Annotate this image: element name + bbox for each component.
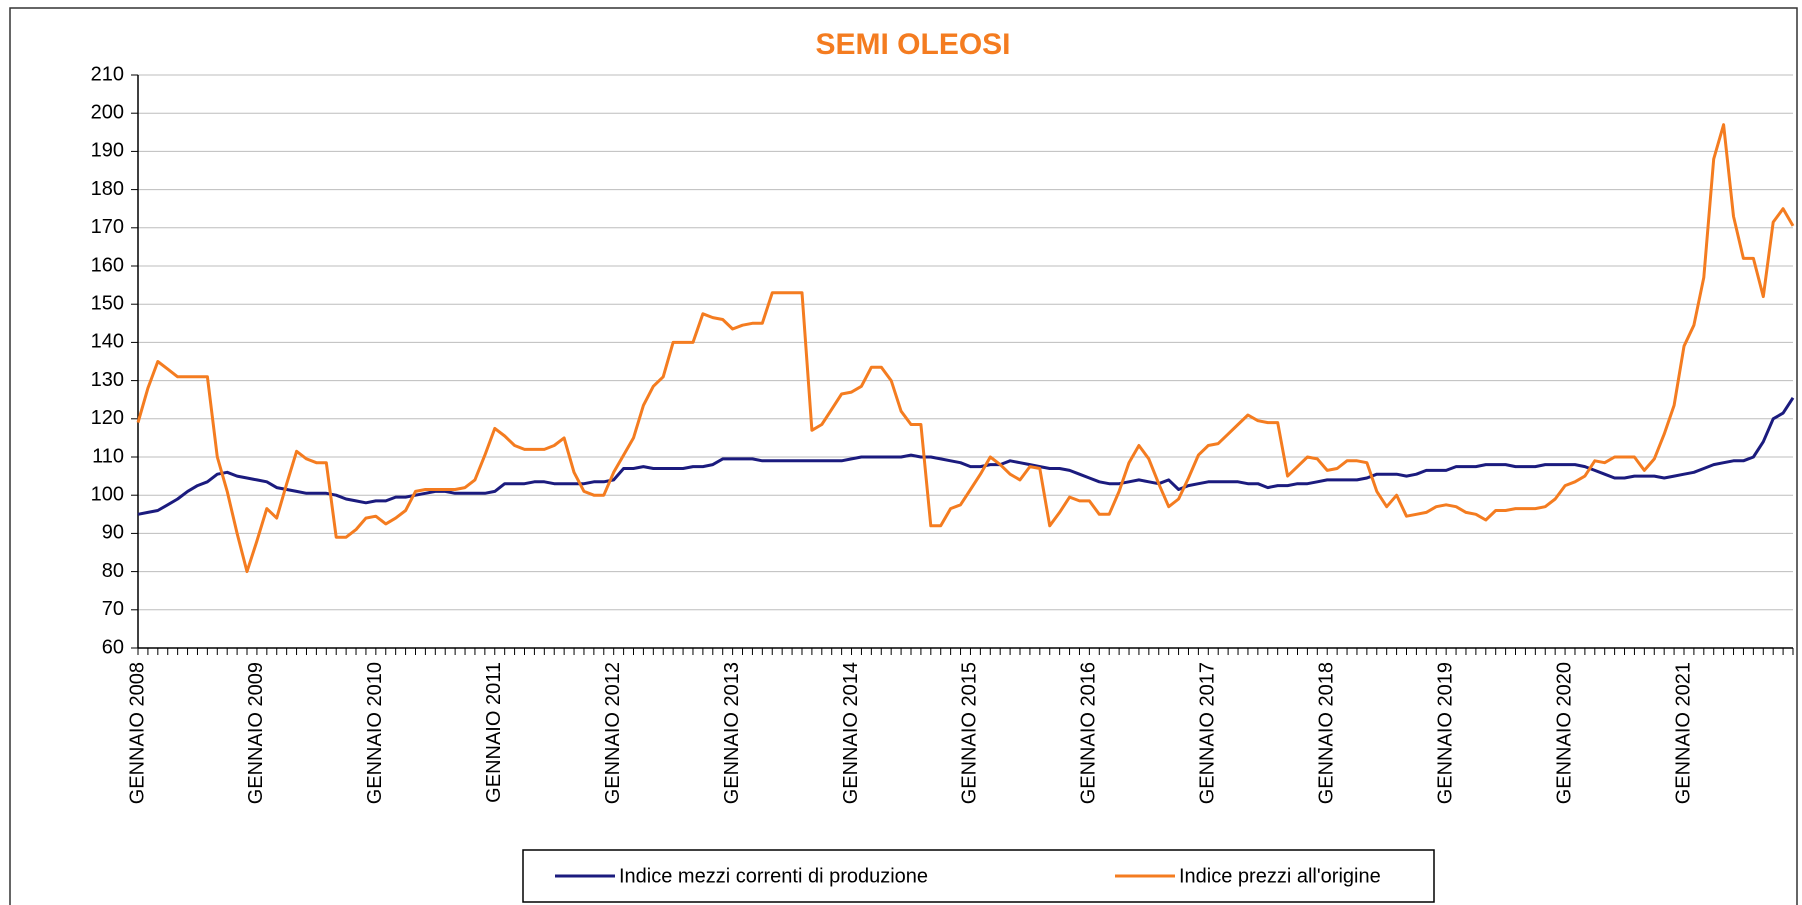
y-tick-label: 130 bbox=[91, 369, 124, 391]
chart-title: SEMI OLEOSI bbox=[815, 28, 1010, 61]
y-tick-label: 60 bbox=[102, 636, 124, 658]
legend-label: Indice prezzi all'origine bbox=[1179, 865, 1381, 887]
series-line bbox=[136, 123, 1795, 574]
y-tick-label: 180 bbox=[91, 178, 124, 200]
x-tick-label: GENNAIO 2013 bbox=[721, 662, 743, 804]
x-tick-label: GENNAIO 2017 bbox=[1197, 662, 1219, 804]
x-tick-label: GENNAIO 2018 bbox=[1316, 662, 1338, 804]
y-tick-label: 100 bbox=[91, 483, 124, 505]
x-tick-label: GENNAIO 2010 bbox=[364, 662, 386, 804]
y-tick-label: 190 bbox=[91, 140, 124, 162]
y-tick-label: 160 bbox=[91, 254, 124, 276]
x-tick-label: GENNAIO 2016 bbox=[1078, 662, 1100, 804]
x-tick-label: GENNAIO 2021 bbox=[1672, 662, 1694, 804]
y-tick-label: 120 bbox=[91, 407, 124, 429]
x-tick-label: GENNAIO 2012 bbox=[602, 662, 624, 804]
x-tick-label: GENNAIO 2015 bbox=[959, 662, 981, 804]
y-tick-label: 200 bbox=[91, 101, 124, 123]
x-tick-label: GENNAIO 2014 bbox=[840, 662, 862, 804]
y-tick-label: 150 bbox=[91, 292, 124, 314]
legend-label: Indice mezzi correnti di produzione bbox=[619, 865, 928, 887]
y-tick-label: 90 bbox=[102, 522, 124, 544]
y-tick-label: 210 bbox=[91, 63, 124, 85]
x-tick-label: GENNAIO 2009 bbox=[245, 662, 267, 804]
y-tick-label: 70 bbox=[102, 598, 124, 620]
y-tick-label: 140 bbox=[91, 331, 124, 353]
y-tick-label: 110 bbox=[92, 445, 124, 467]
y-tick-label: 80 bbox=[102, 560, 124, 582]
legend bbox=[522, 849, 1435, 903]
x-tick-label: GENNAIO 2020 bbox=[1553, 662, 1575, 804]
x-tick-label: GENNAIO 2019 bbox=[1434, 662, 1456, 804]
y-tick-label: 170 bbox=[91, 216, 124, 238]
x-tick-label: GENNAIO 2011 bbox=[483, 662, 505, 803]
x-tick-label: GENNAIO 2008 bbox=[126, 662, 148, 804]
